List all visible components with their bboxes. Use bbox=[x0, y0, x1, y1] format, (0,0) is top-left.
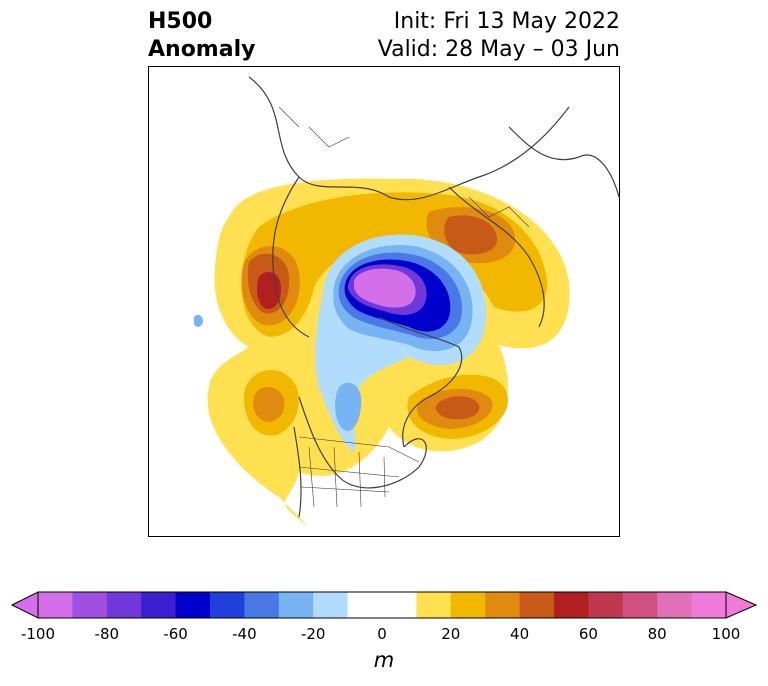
colorbar-swatch bbox=[691, 592, 727, 618]
colorbar bbox=[10, 591, 758, 619]
colorbar-swatch bbox=[175, 592, 211, 618]
map-canvas bbox=[194, 76, 619, 527]
colorbar-tick-label: -60 bbox=[163, 625, 188, 643]
colorbar-max-arrow bbox=[725, 591, 758, 619]
chart-title: H500 Anomaly bbox=[148, 8, 255, 64]
colorbar-swatch bbox=[244, 592, 280, 618]
colorbar-tick-label: 40 bbox=[510, 625, 530, 643]
colorbar-swatch bbox=[347, 592, 383, 618]
colorbar-swatch bbox=[588, 592, 624, 618]
colorbar-swatch bbox=[657, 592, 693, 618]
colorbar-swatch bbox=[72, 592, 108, 618]
anomaly-map bbox=[148, 66, 620, 537]
title-line2: Anomaly bbox=[148, 37, 256, 62]
colorbar-border bbox=[37, 591, 727, 619]
colorbar-tick-label: 60 bbox=[578, 625, 598, 643]
colorbar-tick-label: -80 bbox=[94, 625, 120, 643]
colorbar-tick-label: 20 bbox=[441, 625, 461, 643]
colorbar-tick-label: -20 bbox=[300, 625, 326, 643]
colorbar-swatch bbox=[485, 592, 521, 618]
colorbar-swatch bbox=[450, 592, 486, 618]
colorbar-tick-label: -40 bbox=[232, 625, 257, 643]
colorbar-unit: m bbox=[373, 648, 395, 672]
colorbar-tick-label: 80 bbox=[647, 625, 667, 643]
title-line1: H500 bbox=[148, 9, 213, 34]
colorbar-tick-label: 0 bbox=[377, 625, 387, 643]
colorbar-swatch bbox=[278, 592, 314, 618]
colorbar-swatch bbox=[210, 592, 245, 618]
coastlines bbox=[248, 76, 619, 518]
colorbar-swatch bbox=[519, 592, 555, 618]
colorbar-ticks: -100 -80 -60 -40 -20 0 20 40 60 80 100 bbox=[0, 625, 768, 645]
strong-positive-anomaly-fill bbox=[241, 207, 516, 429]
colorbar-swatch bbox=[313, 592, 349, 618]
colorbar-swatch bbox=[622, 592, 658, 618]
colorbar-swatch bbox=[106, 592, 142, 618]
colorbar-tick-label: -100 bbox=[20, 625, 56, 643]
negative-anomaly-fill bbox=[194, 234, 487, 452]
country-borders bbox=[278, 106, 530, 508]
colorbar-min-arrow bbox=[10, 591, 39, 619]
colorbar-tick-label: 100 bbox=[711, 625, 741, 643]
colorbar-swatch bbox=[382, 592, 417, 618]
colorbar-swatch bbox=[554, 592, 589, 618]
forecast-dates: Init: Fri 13 May 2022 Valid: 28 May – 03… bbox=[378, 8, 620, 64]
init-date-label: Init: Fri 13 May 2022 bbox=[393, 9, 620, 34]
colorbar-swatch bbox=[141, 592, 177, 618]
valid-date-label: Valid: 28 May – 03 Jun bbox=[377, 37, 620, 62]
colorbar-swatch bbox=[38, 592, 73, 618]
colorbar-swatch bbox=[416, 592, 452, 618]
